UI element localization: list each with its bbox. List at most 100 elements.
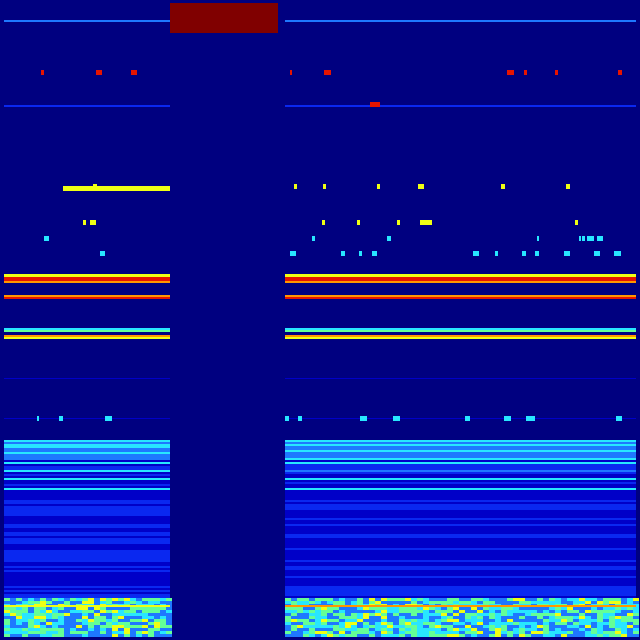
heatmap-cell [579, 631, 585, 634]
heatmap-cell [633, 607, 639, 610]
heatmap-row [4, 524, 170, 526]
heatmap-row [285, 484, 636, 486]
heatmap-mark [614, 251, 621, 256]
heatmap-cell [76, 610, 82, 613]
heatmap-cell [124, 631, 130, 634]
heatmap-cell [16, 616, 22, 619]
heatmap-cell [543, 619, 549, 622]
heatmap-cell [477, 610, 483, 613]
heatmap-cell [555, 625, 561, 628]
heatmap-cell [621, 622, 627, 625]
heatmap-cell [154, 616, 160, 619]
heatmap-cell [441, 613, 447, 616]
heatmap-mark [616, 416, 622, 421]
heatmap-cell [10, 601, 16, 604]
heatmap-cell [441, 628, 447, 631]
heatmap-cell [561, 601, 567, 604]
heatmap-cell [333, 634, 339, 637]
heatmap-row [285, 530, 636, 532]
heatmap-cell [435, 625, 441, 628]
heatmap-cell [477, 628, 483, 631]
heatmap-row [4, 496, 170, 498]
heatmap-cell [597, 631, 603, 634]
heatmap-cell [70, 607, 76, 610]
heatmap-cell [489, 619, 495, 622]
heatmap-cell [489, 598, 495, 601]
heatmap-cell [10, 607, 16, 610]
heatmap-cell [537, 613, 543, 616]
heatmap-cell [118, 601, 124, 604]
heatmap-cell [429, 634, 435, 637]
heatmap-cell [429, 607, 435, 610]
heatmap-cell [609, 613, 615, 616]
heatmap-cell [297, 622, 303, 625]
heatmap-cell [483, 607, 489, 610]
heatmap-cell [34, 631, 40, 634]
heatmap-cell [453, 601, 459, 604]
heatmap-cell [543, 622, 549, 625]
heatmap-cell [40, 598, 46, 601]
heatmap-cell [567, 616, 573, 619]
heatmap-cell [34, 619, 40, 622]
heatmap-cell [543, 631, 549, 634]
heatmap-cell [112, 598, 118, 601]
band [4, 274, 170, 277]
heatmap-cell [291, 631, 297, 634]
heatmap-cell [519, 634, 525, 637]
heatmap-cell [411, 607, 417, 610]
heatmap-cell [555, 607, 561, 610]
heatmap-cell [106, 634, 112, 637]
heatmap-cell [142, 625, 148, 628]
heatmap-cell [40, 607, 46, 610]
heatmap-row [4, 506, 170, 508]
heatmap-cell [591, 607, 597, 610]
heatmap-row [285, 468, 636, 470]
heatmap-row [285, 578, 636, 580]
heatmap-cell [154, 628, 160, 631]
heatmap-row [4, 494, 170, 496]
heatmap-cell [70, 616, 76, 619]
heatmap-cell [16, 613, 22, 616]
heatmap-row [4, 498, 170, 500]
heatmap-mark [83, 220, 86, 225]
heatmap-cell [154, 619, 160, 622]
heatmap-row [285, 550, 636, 552]
heatmap-cell [579, 634, 585, 637]
heatmap-cell [100, 619, 106, 622]
heatmap-cell [621, 598, 627, 601]
heatmap-cell [88, 634, 94, 637]
heatmap-cell [579, 610, 585, 613]
heatmap-cell [333, 616, 339, 619]
heatmap-cell [148, 625, 154, 628]
heatmap-row [4, 482, 170, 484]
heatmap-cell [387, 622, 393, 625]
heatmap-row [285, 508, 636, 510]
heatmap-row [4, 570, 170, 572]
heatmap-cell [567, 628, 573, 631]
heatmap-cell [46, 598, 52, 601]
heatmap-cell [166, 616, 172, 619]
heatmap-cell [291, 628, 297, 631]
heatmap-line [285, 442, 636, 444]
heatmap-cell [148, 634, 154, 637]
heatmap-cell [603, 631, 609, 634]
heatmap-cell [525, 619, 531, 622]
heatmap-cell [333, 619, 339, 622]
heatmap-cell [447, 601, 453, 604]
heatmap-cell [16, 598, 22, 601]
heatmap-cell [519, 622, 525, 625]
heatmap-cell [82, 598, 88, 601]
heatmap-cell [22, 619, 28, 622]
heatmap-cell [405, 613, 411, 616]
heatmap-cell [351, 607, 357, 610]
band [4, 295, 170, 297]
heatmap-row [4, 464, 170, 466]
heatmap-cell [399, 610, 405, 613]
heatmap-cell [303, 610, 309, 613]
heatmap-cell [423, 607, 429, 610]
heatmap-mark [285, 416, 289, 421]
heatmap-cell [489, 628, 495, 631]
heatmap-mark [555, 70, 558, 75]
heatmap-cell [471, 601, 477, 604]
heatmap-cell [399, 598, 405, 601]
